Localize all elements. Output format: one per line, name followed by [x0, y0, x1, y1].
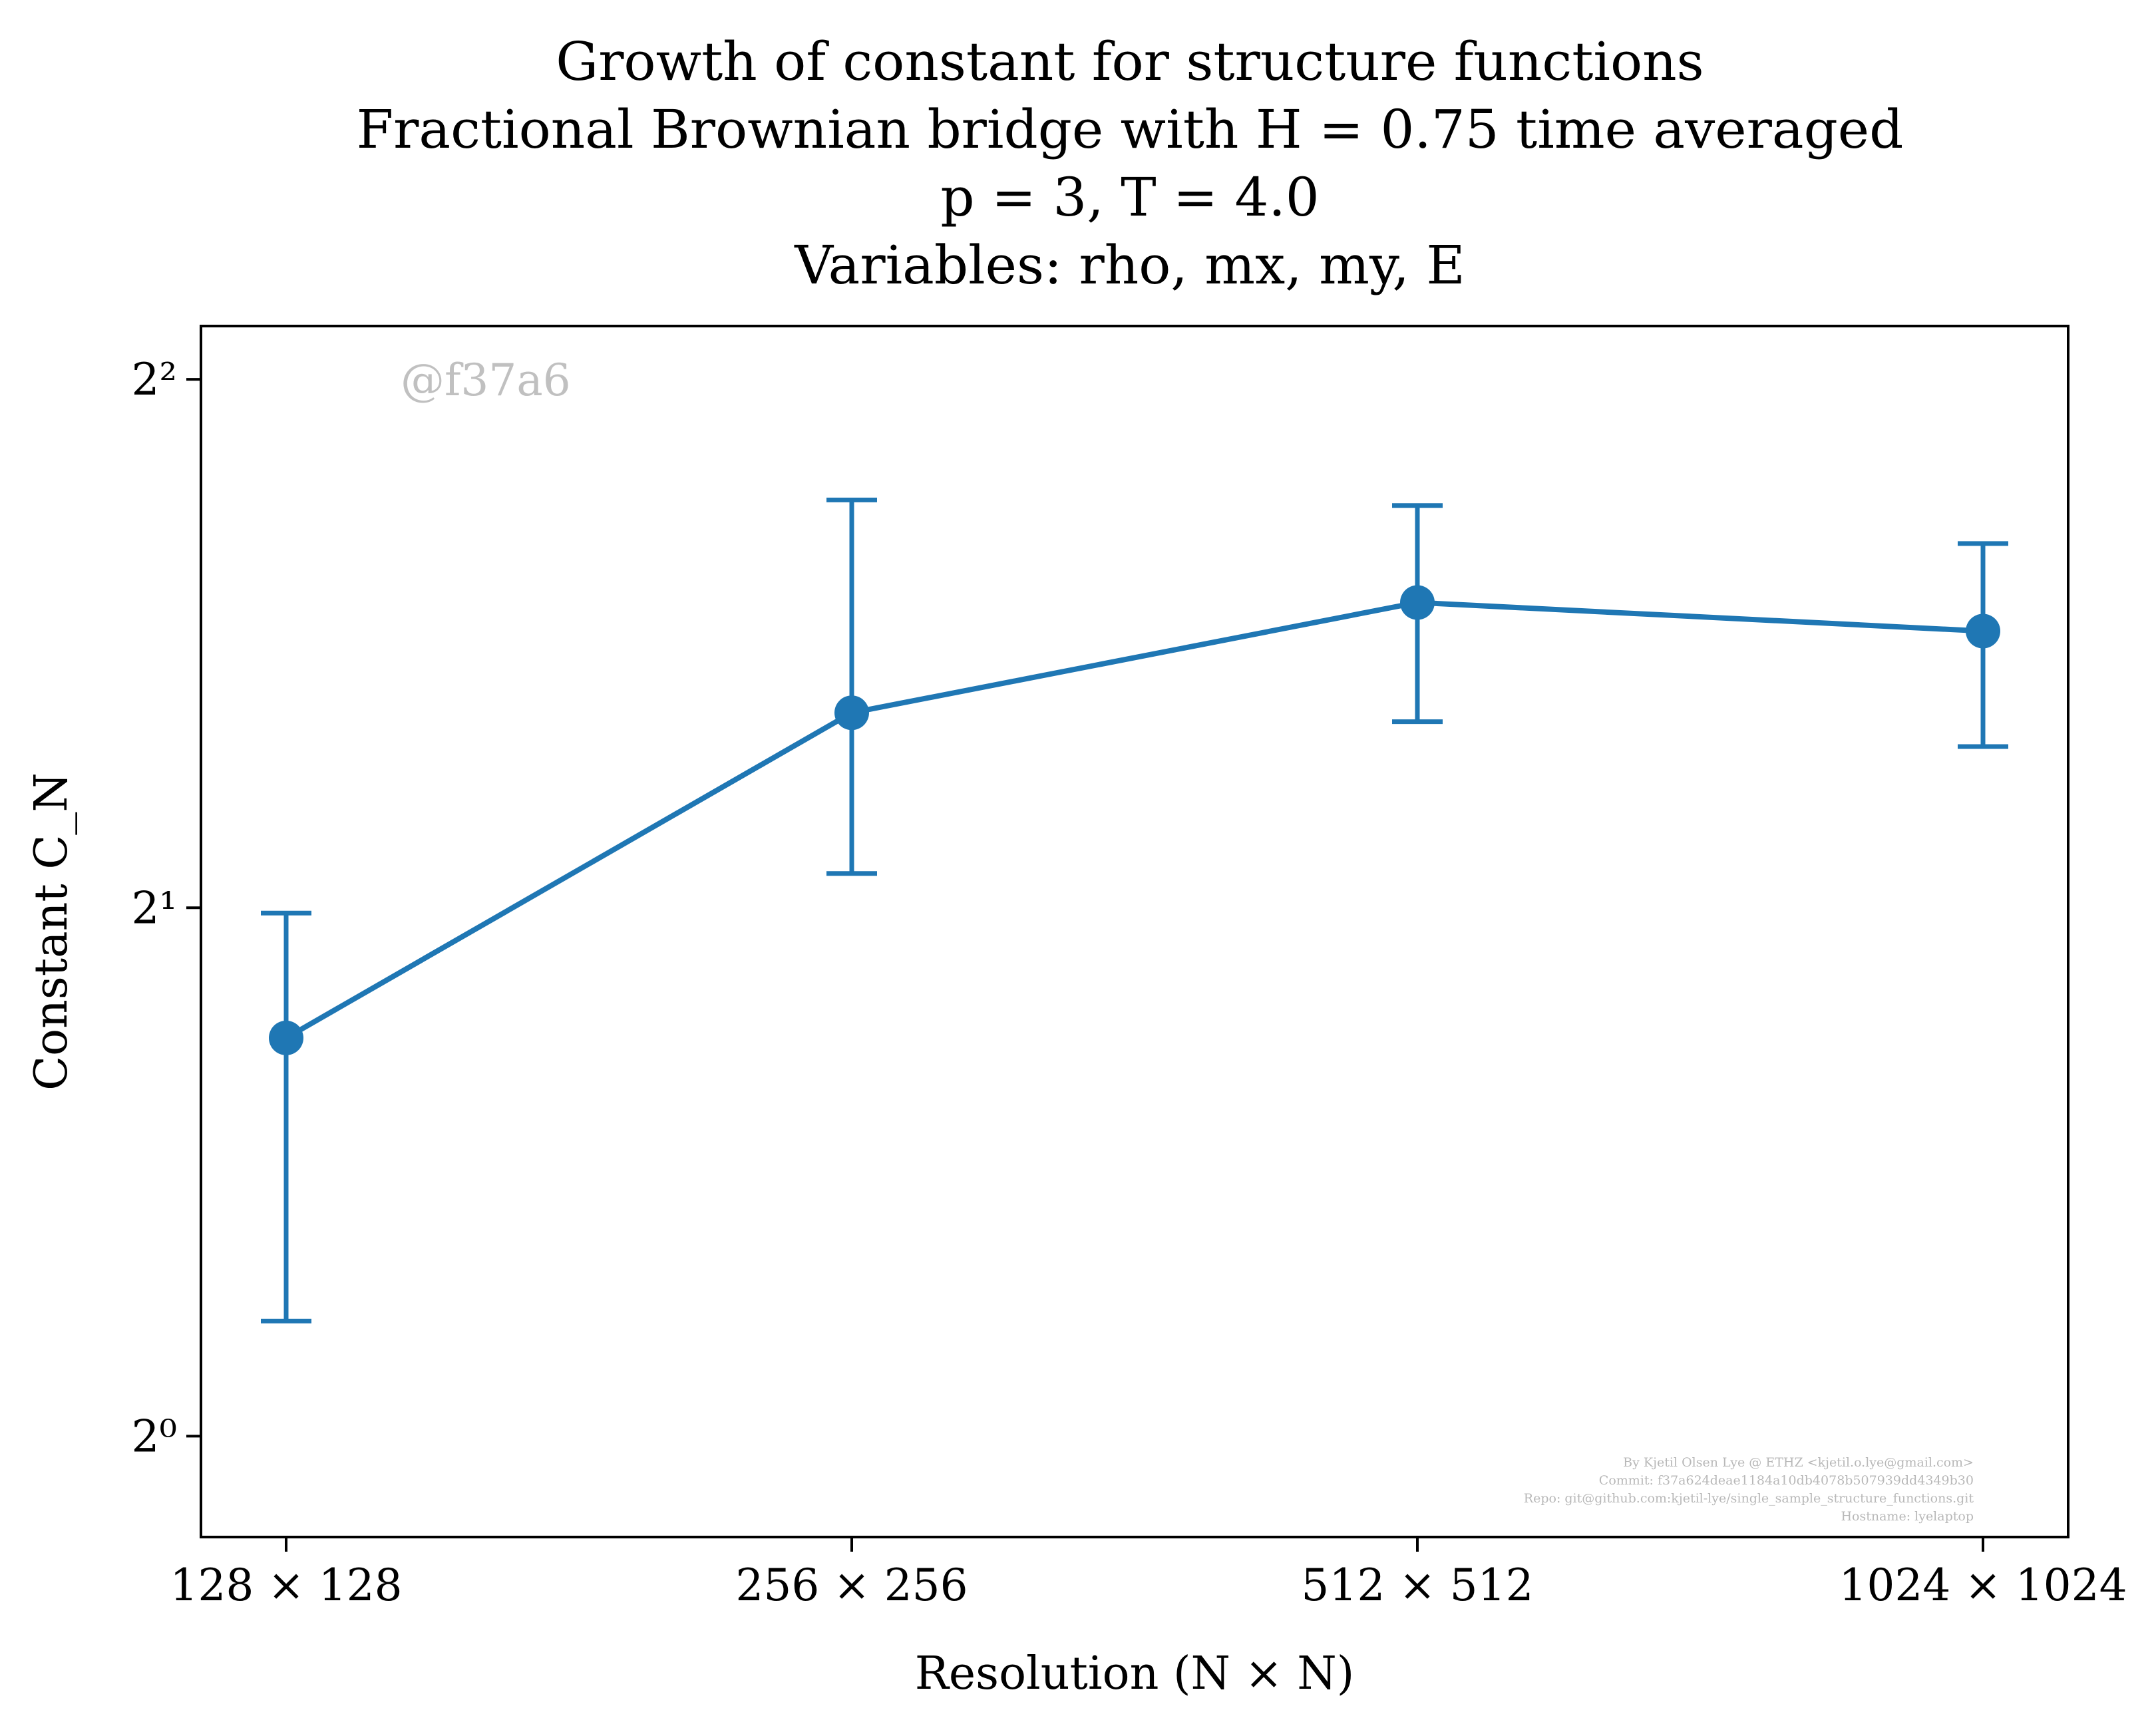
credit-line-1: By Kjetil Olsen Lye @ ETHZ <kjetil.o.lye… [1623, 1455, 1974, 1470]
data-point-2 [1400, 585, 1435, 620]
data-point-1 [834, 695, 869, 731]
x-axis-label: Resolution (N × N) [915, 1647, 1355, 1700]
credit-line-2: Commit: f37a624deae1184a10db4078b507939d… [1599, 1473, 1974, 1488]
y-tick-label-2: 2² [132, 354, 177, 405]
title-line-2: Fractional Brownian bridge with H = 0.75… [357, 98, 1904, 160]
x-tick-label-2: 512 × 512 [1301, 1560, 1533, 1611]
title-line-4: Variables: rho, mx, my, E [794, 234, 1465, 296]
y-tick-label-0: 2⁰ [132, 1411, 177, 1462]
credit-line-3: Repo: git@github.com:kjetil-lye/single_s… [1524, 1491, 1974, 1506]
y-tick-label-1: 2¹ [132, 882, 177, 934]
series-0-line [285, 600, 1984, 1041]
y-axis-label: Constant C_N [25, 773, 78, 1091]
chart-title: Growth of constant for structure functio… [357, 31, 1904, 296]
title-line-3: p = 3, T = 4.0 [940, 166, 1319, 228]
series-layer [261, 497, 2008, 1323]
credits-block: By Kjetil Olsen Lye @ ETHZ <kjetil.o.lye… [1524, 1455, 1974, 1524]
x-axis: 128 × 128 256 × 256 512 × 512 1024 × 1024 [170, 1537, 2127, 1611]
credit-line-4: Hostname: lyelaptop [1841, 1509, 1974, 1524]
watermark: @f37a6 [401, 355, 571, 406]
data-point-3 [1966, 613, 2000, 649]
plot-area-frame [200, 325, 2069, 1538]
title-line-1: Growth of constant for structure functio… [556, 31, 1704, 92]
x-tick-label-0: 128 × 128 [170, 1560, 402, 1611]
x-tick-label-3: 1024 × 1024 [1839, 1560, 2127, 1611]
x-tick-label-1: 256 × 256 [735, 1560, 968, 1611]
y-axis: 2⁰ 2¹ 2² [132, 354, 201, 1462]
data-point-0 [269, 1020, 303, 1055]
